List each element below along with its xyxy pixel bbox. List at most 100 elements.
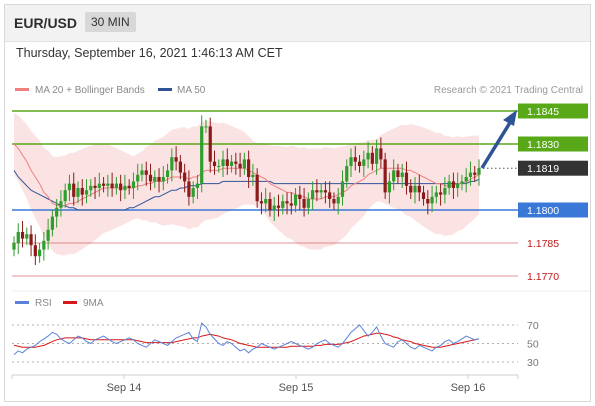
candle-body <box>76 188 80 197</box>
candle-body <box>345 166 349 182</box>
candle-body <box>119 183 123 191</box>
level-label: 1.1830 <box>527 139 559 151</box>
candle-body <box>370 152 374 164</box>
candle-body <box>59 201 63 208</box>
candle-body <box>63 190 67 202</box>
candle-body <box>379 148 383 160</box>
candle-body <box>161 177 165 182</box>
candle-body <box>46 229 50 241</box>
candle-body <box>67 183 72 191</box>
candle-body <box>259 201 264 204</box>
candle-body <box>451 181 456 188</box>
candle-body <box>434 192 438 197</box>
candle-body <box>302 199 306 208</box>
candle-body <box>264 199 268 204</box>
candle-body <box>153 177 157 182</box>
candle-body <box>281 201 285 208</box>
candle-body <box>16 232 20 243</box>
candle-body <box>255 174 259 202</box>
rsi-tick-label: 50 <box>527 339 539 351</box>
candle-body <box>319 190 323 193</box>
candle-body <box>362 159 366 166</box>
rsi-tick-label: 70 <box>527 320 539 332</box>
candle-body <box>387 181 392 193</box>
candle-body <box>328 192 332 199</box>
candle-body <box>148 174 153 182</box>
candle-body <box>247 159 251 177</box>
x-tick-label: Sep 14 <box>107 382 142 394</box>
candle-body <box>340 181 345 197</box>
candle-body <box>178 161 182 173</box>
candle-body <box>417 185 421 193</box>
instrument-name: EUR/USD <box>14 15 78 31</box>
candle-body <box>392 170 396 182</box>
level-label: 1.1785 <box>527 238 559 250</box>
rsi-legend-swatch <box>15 301 29 304</box>
candle-body <box>140 170 144 175</box>
moving-averages <box>13 143 480 211</box>
candle-body <box>289 203 293 206</box>
x-axis: Sep 14 Sep 15 Sep 16 <box>11 375 519 394</box>
level-label: 1.1800 <box>527 205 559 217</box>
candle-body <box>268 199 272 210</box>
candle-body <box>131 181 136 188</box>
candle-body <box>336 196 340 204</box>
candle-body <box>42 240 46 250</box>
candle-body <box>251 174 255 177</box>
candle-body <box>238 163 242 169</box>
candle-body <box>353 157 357 162</box>
level-label-box <box>518 202 588 218</box>
candle-body <box>187 181 191 197</box>
rsi-ma-legend-label: 9MA <box>83 298 104 309</box>
ma20-legend-label: MA 20 + Bollinger Bands <box>35 85 145 96</box>
candle-body <box>468 172 473 177</box>
candle-body <box>12 243 16 250</box>
candle-body <box>400 172 404 177</box>
candle-body <box>464 177 468 182</box>
candle-body <box>204 126 208 128</box>
candle-body <box>404 172 409 186</box>
candle-body <box>298 194 302 199</box>
candle-body <box>272 205 276 210</box>
candle-body <box>306 199 310 208</box>
forecast-arrow-shaft <box>480 120 513 169</box>
level-label-box <box>518 160 588 176</box>
candle-body <box>72 183 76 197</box>
candlesticks <box>12 115 481 265</box>
rsi-ma-line <box>13 332 480 348</box>
level-label: 1.1770 <box>527 271 559 283</box>
candle-body <box>123 185 127 191</box>
candle-body <box>430 196 434 204</box>
candle-body <box>20 232 25 239</box>
rsi-tick-label: 30 <box>527 357 539 369</box>
candle-body <box>229 161 234 166</box>
candle-body <box>200 126 204 184</box>
candle-body <box>212 161 217 166</box>
candle-body <box>366 152 370 160</box>
level-label-box <box>518 103 588 119</box>
level-label: 1.1845 <box>527 106 559 118</box>
candle-body <box>456 183 460 188</box>
candle-body <box>225 159 229 166</box>
candle-body <box>170 157 174 171</box>
candle-body <box>114 183 118 188</box>
candle-body <box>208 126 212 162</box>
candle-body <box>97 183 101 188</box>
ma50-legend-label: MA 50 <box>177 85 206 96</box>
candle-body <box>349 157 353 166</box>
candle-body <box>84 190 89 195</box>
candle-body <box>375 148 379 164</box>
timeframe-badge[interactable]: 30 MIN <box>85 12 136 32</box>
candle-body <box>473 172 477 175</box>
candle-body <box>50 216 54 230</box>
candle-body <box>357 161 362 166</box>
level-label-box <box>518 136 588 152</box>
candle-body <box>285 201 289 204</box>
candle-body <box>80 188 84 195</box>
candle-body <box>127 185 131 188</box>
candle-body <box>426 199 430 204</box>
candle-body <box>144 170 148 175</box>
candle-body <box>293 194 298 206</box>
candle-body <box>443 188 447 195</box>
candle-body <box>33 245 37 257</box>
